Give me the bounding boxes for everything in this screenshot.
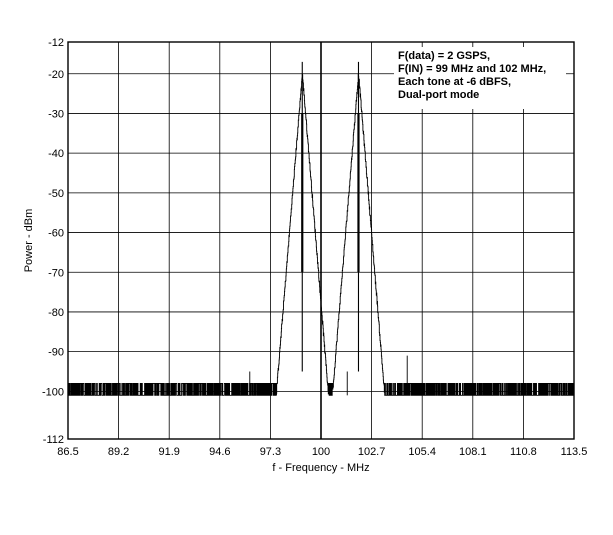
spectrum-line — [67, 73, 575, 396]
annotation-line: F(data) = 2 GSPS, — [398, 50, 490, 62]
annotation-box: F(data) = 2 GSPS, F(IN) = 99 MHz and 102… — [394, 47, 566, 109]
x-tick-label: 94.6 — [209, 446, 230, 458]
y-tick-label: -90 — [48, 347, 64, 359]
x-tick-label: 113.5 — [561, 446, 588, 458]
annotation-line: Each tone at -6 dBFS, — [398, 76, 511, 88]
x-tick-label: 110.8 — [510, 446, 537, 458]
x-tick-label: 91.9 — [158, 446, 179, 458]
x-tick-label: 108.1 — [459, 446, 487, 458]
x-axis-title: f - Frequency - MHz — [272, 462, 369, 474]
annotation-line: Dual-port mode — [398, 89, 479, 101]
y-tick-labels: -12 -20 -30 -40 -50 -60 -70 -80 -90 -100 -112 — [42, 37, 64, 446]
y-tick-label: -112 — [43, 434, 64, 446]
annotation-line: F(IN) = 99 MHz and 102 MHz, — [398, 63, 546, 75]
x-tick-label: 86.5 — [57, 446, 78, 458]
y-axis-title: Power - dBm — [23, 209, 35, 273]
y-tick-label: -20 — [48, 69, 64, 81]
x-tick-label: 89.2 — [108, 446, 129, 458]
y-tick-label: -60 — [48, 228, 64, 240]
x-tick-label: 100 — [312, 446, 330, 458]
y-tick-label: -12 — [48, 37, 64, 49]
y-tick-label: -30 — [48, 108, 64, 120]
x-tick-label: 97.3 — [260, 446, 281, 458]
x-tick-label: 102.7 — [358, 446, 386, 458]
y-tick-label: -40 — [48, 148, 64, 160]
x-tick-labels: 86.5 89.2 91.9 94.6 97.3 100 102.7 105.4 108.1 11… — [57, 446, 587, 458]
y-tick-label: -50 — [48, 188, 64, 200]
plot-frame — [67, 41, 575, 440]
spectrum-trace — [67, 61, 575, 396]
x-tick-label: 105.4 — [408, 446, 436, 458]
y-tick-label: -80 — [48, 307, 64, 319]
y-tick-label: -100 — [42, 386, 64, 398]
y-tick-label: -70 — [48, 267, 64, 279]
